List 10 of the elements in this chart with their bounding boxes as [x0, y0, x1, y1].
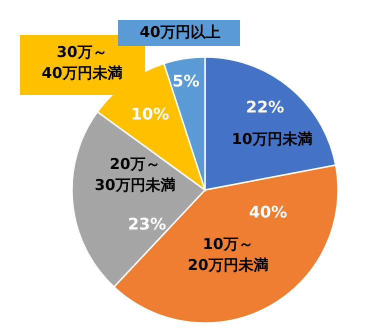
slice-label: 40万円以上 [140, 23, 220, 42]
slice-label: 20万～ 30万円未満 [94, 155, 176, 194]
data-label: 22% [246, 97, 284, 116]
data-label: 5% [172, 71, 200, 90]
data-label: 23% [128, 214, 166, 234]
data-label: 40% [248, 202, 288, 222]
data-label: 10% [130, 104, 170, 124]
slice-label: 10万円未満 [232, 130, 312, 148]
slice-label: 10万～ 20万円未満 [188, 235, 268, 274]
slice-label: 30万～ 40万円未満 [42, 43, 122, 82]
